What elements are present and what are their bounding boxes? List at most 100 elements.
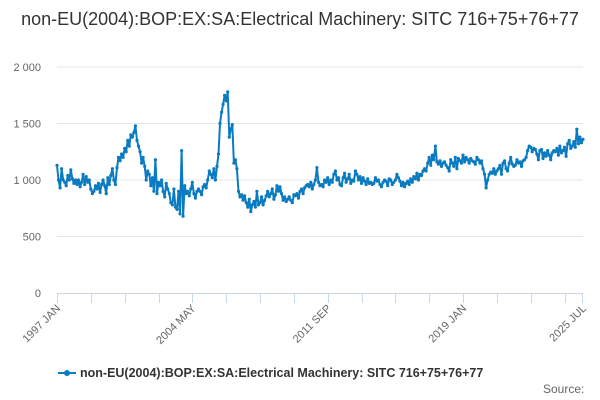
data-point <box>279 192 284 196</box>
y-tick-label: 500 <box>23 232 41 244</box>
data-point <box>399 184 404 188</box>
data-point <box>244 201 248 205</box>
data-point <box>112 178 116 182</box>
data-point <box>376 178 380 182</box>
data-point <box>575 127 579 131</box>
data-point <box>313 178 317 182</box>
data-point <box>241 198 245 202</box>
data-point <box>86 180 90 184</box>
data-point <box>364 182 368 187</box>
data-point <box>566 142 570 146</box>
data-point <box>341 176 345 180</box>
data-point <box>130 135 134 139</box>
data-point <box>269 192 273 196</box>
data-point <box>352 179 356 183</box>
data-point <box>478 161 482 165</box>
data-point <box>455 167 459 171</box>
data-point <box>323 178 327 182</box>
data-point <box>412 175 416 179</box>
data-point <box>201 185 205 189</box>
data-point <box>66 173 70 178</box>
data-point <box>306 182 310 187</box>
data-point <box>264 194 268 198</box>
data-point <box>359 181 364 185</box>
data-point <box>299 187 304 191</box>
data-point <box>163 195 167 199</box>
data-point <box>450 161 454 165</box>
data-point <box>180 149 184 153</box>
data-point <box>295 192 299 196</box>
data-point <box>303 186 307 190</box>
data-point <box>458 159 462 163</box>
data-point <box>60 167 64 171</box>
data-point <box>93 184 98 188</box>
data-point <box>312 182 316 187</box>
data-point <box>158 184 162 188</box>
data-point <box>419 173 424 178</box>
data-point <box>100 182 104 187</box>
data-point <box>170 203 174 207</box>
data-point <box>407 182 411 187</box>
data-point <box>90 192 94 196</box>
data-point <box>504 167 508 171</box>
data-point <box>178 212 182 216</box>
data-point <box>378 182 382 187</box>
data-point <box>344 180 348 184</box>
data-point <box>81 172 85 176</box>
y-tick-label: 1 000 <box>13 175 41 187</box>
source-credit: Source: <box>543 382 585 396</box>
data-point <box>250 203 254 207</box>
data-point <box>570 144 574 148</box>
data-point <box>218 121 222 126</box>
data-point <box>70 177 74 181</box>
data-point <box>396 176 400 180</box>
data-point <box>333 169 337 173</box>
data-point <box>339 184 344 188</box>
data-point <box>296 196 301 200</box>
data-point <box>523 158 527 162</box>
data-point <box>160 178 164 182</box>
data-point <box>98 190 102 194</box>
data-point <box>386 184 390 188</box>
data-point <box>249 210 253 214</box>
data-point <box>426 161 430 165</box>
data-point <box>110 167 114 171</box>
data-point <box>549 158 553 162</box>
data-point <box>116 155 121 159</box>
data-point <box>210 176 214 180</box>
data-point <box>207 169 211 173</box>
data-point <box>253 205 257 209</box>
data-point <box>200 193 204 197</box>
data-point <box>223 93 227 97</box>
data-point <box>240 193 244 197</box>
data-point <box>266 189 270 193</box>
data-point <box>118 159 122 163</box>
data-point <box>413 177 417 181</box>
data-point <box>63 180 67 184</box>
data-point <box>133 124 137 128</box>
data-point <box>153 158 157 162</box>
data-point <box>206 178 210 182</box>
legend-item[interactable]: non-EU(2004):BOP:EX:SA:Electrical Machin… <box>58 366 483 380</box>
data-point <box>233 158 237 162</box>
data-point <box>129 133 133 137</box>
data-point <box>104 192 108 196</box>
data-point <box>515 158 519 162</box>
data-point <box>258 201 262 205</box>
data-point <box>547 153 551 157</box>
data-point <box>256 203 261 207</box>
data-point <box>144 178 148 182</box>
data-point <box>479 159 484 163</box>
data-point <box>332 172 336 176</box>
data-point <box>398 179 402 183</box>
data-point <box>439 164 444 168</box>
data-point <box>555 146 559 150</box>
data-point <box>235 167 239 171</box>
data-point <box>289 198 293 202</box>
data-point <box>227 135 231 139</box>
data-point <box>83 182 87 187</box>
data-point <box>213 178 217 182</box>
data-point <box>189 187 193 191</box>
data-point <box>132 130 136 135</box>
data-point <box>550 151 554 155</box>
